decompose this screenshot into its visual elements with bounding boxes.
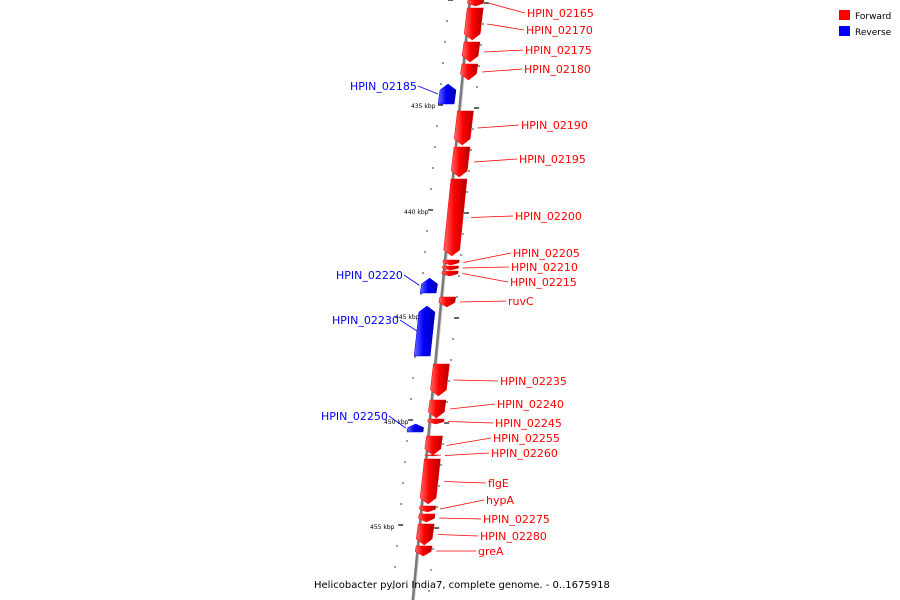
gene-feature-hpin_02255[interactable]	[424, 435, 443, 456]
legend: Forward Reverse	[839, 10, 892, 38]
gene-feature-hpin_02175[interactable]	[461, 41, 481, 63]
gene-label-hpin_02230[interactable]: HPIN_02230	[332, 314, 399, 327]
gene-label-hpin_02205[interactable]: HPIN_02205	[513, 247, 580, 260]
legend-label-reverse: Reverse	[855, 28, 892, 38]
leader-line-hpin_02240	[449, 403, 496, 410]
leader-line-hpin_02275	[439, 517, 482, 520]
gene-feature-hpin_02180[interactable]	[460, 63, 479, 81]
gene-label-hpin_02215[interactable]: HPIN_02215	[510, 276, 577, 289]
gene-feature-flge[interactable]	[419, 458, 441, 505]
gene-feature-hpin_02205[interactable]	[442, 259, 460, 266]
leader-line-hpin_02230	[399, 319, 418, 332]
tick-label-445: 445 kbp	[395, 314, 420, 321]
leader-line-ruvc	[459, 300, 507, 303]
gene-feature-hpin_02250[interactable]	[406, 423, 424, 433]
gene-feature-hpin_02235[interactable]	[430, 363, 450, 397]
gene-label-hpin_02175[interactable]: HPIN_02175	[525, 44, 592, 57]
gene-feature-hpin_02210[interactable]	[442, 265, 460, 271]
tick-label-435: 435 kbp	[411, 103, 436, 110]
gene-label-hpin_02240[interactable]: HPIN_02240	[497, 398, 564, 411]
leader-line-hpin_02235	[453, 379, 499, 382]
gene-label-ruvc[interactable]: ruvC	[508, 295, 534, 308]
leader-line-hpin_02260	[444, 452, 490, 456]
gene-label-hpin_02180[interactable]: HPIN_02180	[524, 63, 591, 76]
leader-line-hpin_02200	[470, 215, 514, 218]
gene-label-hpin_02260[interactable]: HPIN_02260	[491, 447, 558, 460]
gene-feature-hpin_02190[interactable]	[453, 110, 474, 146]
gene-labels: HPIN_02165 HPIN_02170 HPIN_02175 HPIN_02180…	[321, 7, 594, 558]
gene-feature-hpin_02165[interactable]	[467, 0, 485, 7]
leader-line-hpin_02215	[462, 273, 509, 283]
gene-feature-hpin_02215[interactable]	[441, 270, 459, 277]
gene-label-hpin_02245[interactable]: HPIN_02245	[495, 417, 562, 430]
tick-labels: 435 kbp 440 kbp 445 kbp 450 kbp 455 kbp	[370, 103, 436, 531]
gene-label-hpin_02250[interactable]: HPIN_02250	[321, 410, 388, 423]
gene-label-grea[interactable]: greA	[478, 545, 504, 558]
gene-feature-hpin_02200[interactable]	[443, 178, 468, 257]
tick-label-440: 440 kbp	[404, 209, 429, 216]
leader-line-hpin_02210	[462, 266, 510, 269]
leader-line-hpin_02250	[388, 415, 406, 429]
gene-label-hypa[interactable]: hypA	[486, 494, 514, 507]
leader-line-hpin_02175	[483, 49, 524, 53]
gene-label-hpin_02210[interactable]: HPIN_02210	[511, 261, 578, 274]
gene-label-hpin_02170[interactable]: HPIN_02170	[526, 24, 593, 37]
gene-label-hpin_02275[interactable]: HPIN_02275	[483, 513, 550, 526]
leader-line-hpin_02280	[438, 534, 479, 537]
leader-line-hpin_02245	[448, 421, 494, 424]
gene-feature-hpin_02280[interactable]	[415, 523, 435, 546]
gene-feature-hpin_02240[interactable]	[428, 399, 447, 419]
leader-line-hpin_02205	[463, 252, 512, 263]
leader-line-flge	[444, 481, 487, 484]
leader-line-hpin_02180	[481, 68, 523, 73]
gene-feature-hpin_02170[interactable]	[463, 7, 484, 41]
gene-label-hpin_02190[interactable]: HPIN_02190	[521, 119, 588, 132]
tick-label-455: 455 kbp	[370, 524, 395, 531]
gene-feature-hpin_02185[interactable]	[437, 83, 457, 105]
legend-label-forward: Forward	[855, 12, 891, 22]
map-caption: Helicobacter pylori India7, complete gen…	[314, 580, 610, 591]
leader-line-hpin_02220	[403, 274, 420, 286]
gene-feature-hpin_02195[interactable]	[450, 146, 471, 178]
gene-feature-hypa[interactable]	[419, 505, 437, 513]
gene-label-hpin_02280[interactable]: HPIN_02280	[480, 530, 547, 543]
gene-label-hpin_02165[interactable]: HPIN_02165	[527, 7, 594, 20]
leader-line-hpin_02190	[477, 124, 520, 129]
gene-feature-hpin_02245[interactable]	[427, 418, 445, 425]
gene-feature-hpin_02275[interactable]	[418, 513, 436, 523]
tick-marks	[392, 0, 489, 592]
gene-label-hpin_02255[interactable]: HPIN_02255	[493, 432, 560, 445]
leader-line-hpin_02185	[417, 85, 439, 95]
leader-line-hpin_02195	[474, 158, 518, 163]
gene-label-hpin_02235[interactable]: HPIN_02235	[500, 375, 567, 388]
gene-feature-hpin_02230[interactable]	[413, 305, 436, 357]
leader-line-hpin_02170	[487, 23, 525, 31]
gene-feature-grea[interactable]	[414, 545, 433, 557]
gene-feature-hpin_02260[interactable]	[424, 454, 442, 457]
gene-feature-hpin_02220[interactable]	[419, 277, 438, 294]
gene-label-hpin_02220[interactable]: HPIN_02220	[336, 269, 403, 282]
gene-label-flge[interactable]: flgE	[488, 477, 509, 490]
tick-label-450: 450 kbp	[384, 419, 409, 426]
legend-swatch-forward	[839, 10, 850, 20]
gene-feature-ruvc[interactable]	[438, 296, 457, 308]
label-leader-lines	[388, 2, 526, 552]
gene-label-hpin_02200[interactable]: HPIN_02200	[515, 210, 582, 223]
gene-label-hpin_02185[interactable]: HPIN_02185	[350, 80, 417, 93]
leader-line-hypa	[439, 499, 485, 510]
legend-swatch-reverse	[839, 26, 850, 36]
leader-line-hpin_02255	[446, 437, 492, 446]
gene-label-hpin_02195[interactable]: HPIN_02195	[519, 153, 586, 166]
leader-line-hpin_02165	[487, 2, 526, 14]
gene-features	[406, 0, 485, 557]
